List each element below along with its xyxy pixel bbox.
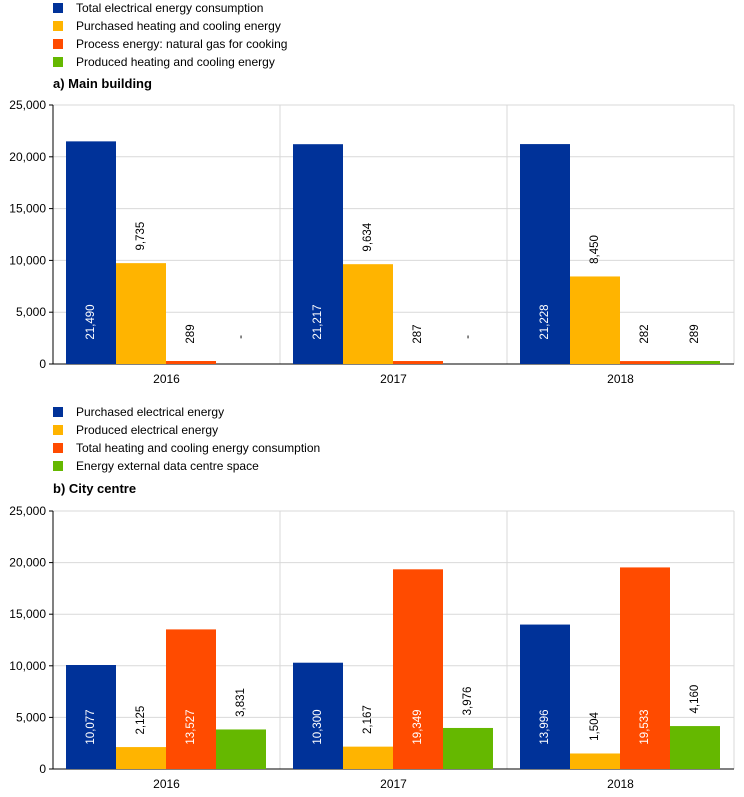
legend: Purchased electrical energy Produced elec… [53, 405, 320, 473]
bar-2018-series-3 [620, 361, 670, 364]
data-label-2016-series-1: 21,490 [85, 304, 97, 339]
legend-entry-3: Process energy: natural gas for cooking [76, 37, 287, 51]
bars: 10,077 2,125 13,527 3,831 10,300 2,167 19,349 3… [66, 567, 720, 769]
bar-2018-series-2 [570, 276, 620, 364]
data-label-2017-series-1: 10,300 [312, 709, 324, 744]
legend-entry-2: Produced electrical energy [76, 423, 218, 437]
data-label-2017-series-3: 287 [412, 324, 424, 343]
bar-2018-series-4 [670, 361, 720, 364]
x-tick-label-2018: 2018 [607, 777, 634, 791]
bar-2018-series-3 [620, 567, 670, 769]
data-label-2017-series-4: - [462, 335, 474, 339]
x-tick-label-2016: 2016 [153, 777, 180, 791]
y-tick-label: 5,000 [16, 305, 46, 319]
data-label-2017-series-3: 19,349 [412, 709, 424, 744]
data-label-2016-series-2: 2,125 [135, 706, 147, 735]
data-label-2017-series-4: 3,976 [462, 687, 474, 716]
y-tick-label: 25,000 [9, 504, 46, 518]
bar-2016-series-2 [116, 263, 166, 364]
y-tick-label: 25,000 [9, 98, 46, 112]
y-tick-label: 20,000 [9, 150, 46, 164]
y-tick-label: 20,000 [9, 556, 46, 570]
data-label-2018-series-4: 289 [689, 324, 701, 343]
x-tick-label-2017: 2017 [380, 372, 407, 386]
legend-entry-4: Energy external data centre space [76, 459, 259, 473]
bar-2016-series-2 [116, 747, 166, 769]
data-label-2018-series-1: 21,228 [539, 304, 551, 339]
y-tick-label: 10,000 [9, 659, 46, 673]
bar-2018-series-1 [520, 624, 570, 769]
legend-swatch-1 [53, 407, 63, 417]
data-label-2018-series-4: 4,160 [689, 685, 701, 714]
data-label-2016-series-4: 3,831 [235, 688, 247, 717]
data-label-2016-series-3: 13,527 [185, 709, 197, 744]
y-tick-label: 0 [39, 762, 46, 776]
chart-panel-main-building: Total electrical energy consumption Purch… [9, 1, 735, 386]
bar-2017-series-2 [343, 264, 393, 364]
data-label-2016-series-1: 10,077 [85, 709, 97, 744]
data-label-2017-series-2: 2,167 [362, 705, 374, 734]
bar-2017-series-2 [343, 746, 393, 769]
legend-swatch-2 [53, 425, 63, 435]
bar-2016-series-1 [66, 665, 116, 769]
bar-2017-series-3 [393, 569, 443, 769]
legend-entry-4: Produced heating and cooling energy [76, 55, 275, 69]
data-label-2016-series-4: - [235, 335, 247, 339]
chart-title: a) Main building [53, 76, 152, 91]
bars: 21,490 9,735 289 - 21,217 9,634 287 - 21,228 8,45… [66, 141, 720, 364]
data-label-2018-series-3: 19,533 [639, 709, 651, 744]
chart-panel-city-centre: Purchased electrical energy Produced elec… [9, 405, 735, 791]
legend-swatch-3 [53, 443, 63, 453]
data-label-2018-series-2: 1,504 [589, 711, 601, 740]
y-tick-label: 5,000 [16, 710, 46, 724]
y-tick-label: 15,000 [9, 202, 46, 216]
legend: Total electrical energy consumption Purch… [53, 1, 287, 69]
bar-2018-series-4 [670, 726, 720, 769]
data-label-2016-series-2: 9,735 [135, 222, 147, 251]
bar-2017-series-1 [293, 144, 343, 364]
legend-swatch-4 [53, 461, 63, 471]
legend-entry-1: Purchased electrical energy [76, 405, 224, 419]
bar-2017-series-3 [393, 361, 443, 364]
data-label-2018-series-1: 13,996 [539, 709, 551, 744]
bar-2017-series-4 [443, 727, 493, 769]
x-tick-label-2018: 2018 [607, 372, 634, 386]
legend-entry-2: Purchased heating and cooling energy [76, 19, 281, 33]
data-label-2018-series-3: 282 [639, 324, 651, 343]
bar-2018-series-2 [570, 753, 620, 769]
data-label-2017-series-2: 9,634 [362, 222, 374, 251]
legend-swatch-2 [53, 21, 63, 31]
legend-entry-1: Total electrical energy consumption [76, 1, 263, 15]
data-label-2016-series-3: 289 [185, 324, 197, 343]
y-tick-label: 10,000 [9, 253, 46, 267]
y-tick-label: 15,000 [9, 607, 46, 621]
bar-2016-series-1 [66, 141, 116, 364]
bar-2016-series-3 [166, 629, 216, 769]
legend-swatch-4 [53, 57, 63, 67]
data-label-2017-series-1: 21,217 [312, 304, 324, 339]
data-label-2018-series-2: 8,450 [589, 235, 601, 264]
bar-2016-series-3 [166, 361, 216, 364]
bar-2017-series-1 [293, 662, 343, 769]
bar-2016-series-4 [216, 729, 266, 769]
x-tick-label-2017: 2017 [380, 777, 407, 791]
legend-swatch-1 [53, 3, 63, 13]
x-tick-label-2016: 2016 [153, 372, 180, 386]
legend-swatch-3 [53, 39, 63, 49]
chart-title: b) City centre [53, 481, 136, 496]
legend-entry-3: Total heating and cooling energy consump… [76, 441, 320, 455]
bar-2018-series-1 [520, 144, 570, 364]
y-tick-label: 0 [39, 357, 46, 371]
